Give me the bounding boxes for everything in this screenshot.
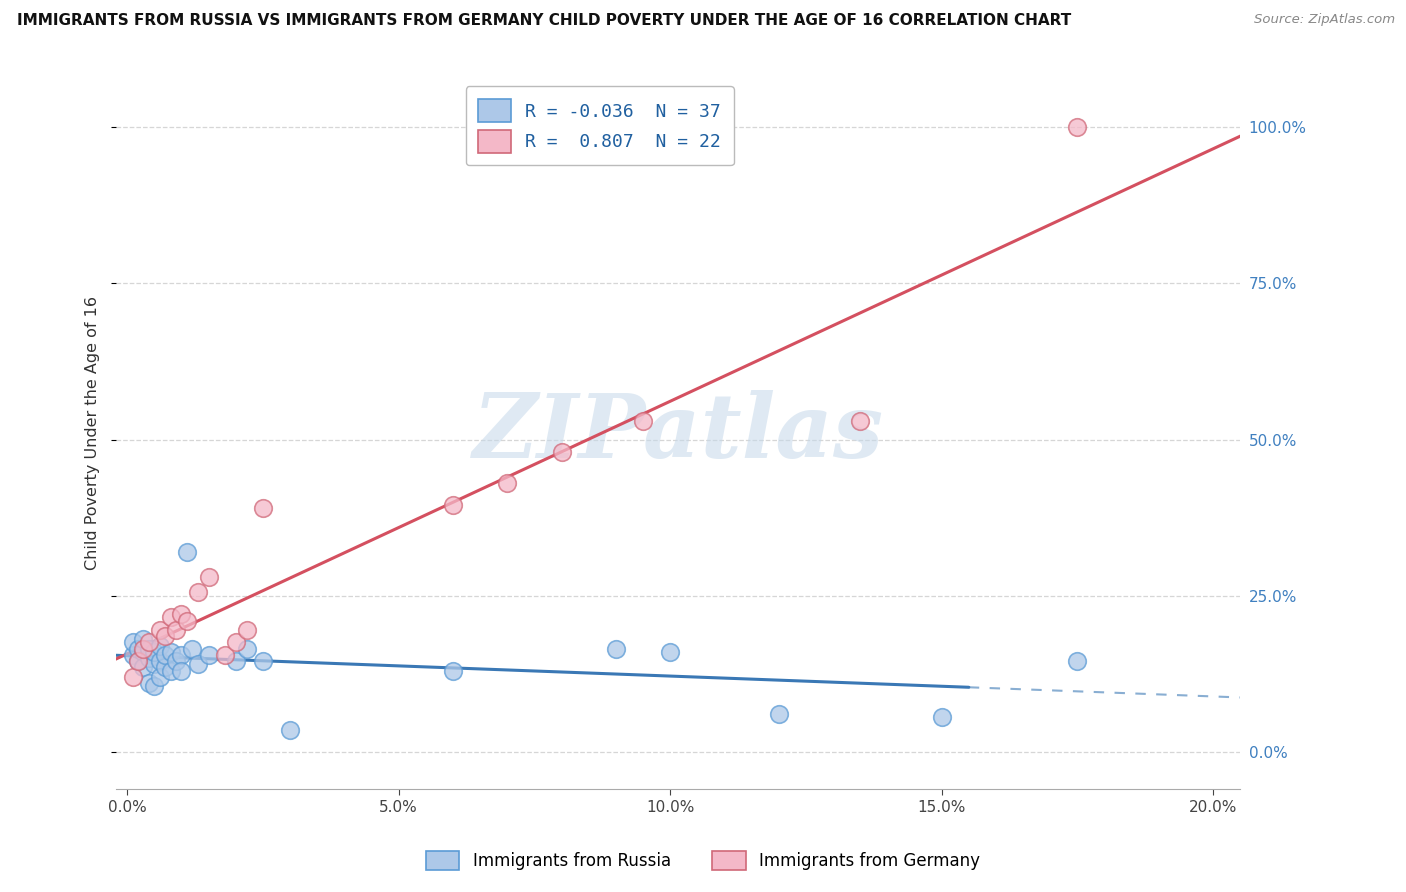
Point xyxy=(132,645,155,659)
Text: Source: ZipAtlas.com: Source: ZipAtlas.com xyxy=(1254,13,1395,27)
Point xyxy=(176,614,198,628)
Point xyxy=(138,635,160,649)
Point xyxy=(143,657,166,672)
Point xyxy=(214,648,236,662)
Point xyxy=(149,639,172,653)
Point xyxy=(197,570,219,584)
Point xyxy=(659,645,682,659)
Point xyxy=(550,445,572,459)
Point xyxy=(127,641,149,656)
Legend: R = -0.036  N = 37, R =  0.807  N = 22: R = -0.036 N = 37, R = 0.807 N = 22 xyxy=(465,87,734,165)
Point xyxy=(1066,120,1088,135)
Text: ZIPatlas: ZIPatlas xyxy=(472,390,884,476)
Point xyxy=(252,501,274,516)
Point xyxy=(441,498,464,512)
Point xyxy=(153,660,176,674)
Point xyxy=(768,707,790,722)
Y-axis label: Child Poverty Under the Age of 16: Child Poverty Under the Age of 16 xyxy=(86,296,100,570)
Point xyxy=(132,632,155,647)
Point xyxy=(441,664,464,678)
Point xyxy=(138,641,160,656)
Point xyxy=(187,657,209,672)
Point xyxy=(149,623,172,637)
Point xyxy=(149,654,172,668)
Point xyxy=(153,648,176,662)
Point xyxy=(170,664,193,678)
Point xyxy=(496,476,519,491)
Point xyxy=(225,635,247,649)
Point xyxy=(138,651,160,665)
Point xyxy=(1066,654,1088,668)
Point xyxy=(170,648,193,662)
Point xyxy=(159,645,181,659)
Point xyxy=(165,654,187,668)
Point xyxy=(176,545,198,559)
Point xyxy=(121,670,143,684)
Point xyxy=(121,648,143,662)
Point xyxy=(225,654,247,668)
Point xyxy=(143,679,166,693)
Point xyxy=(235,641,257,656)
Point xyxy=(235,623,257,637)
Point xyxy=(132,660,155,674)
Point xyxy=(278,723,301,737)
Point xyxy=(165,623,187,637)
Point xyxy=(849,414,872,428)
Point xyxy=(153,629,176,643)
Point xyxy=(631,414,654,428)
Legend: Immigrants from Russia, Immigrants from Germany: Immigrants from Russia, Immigrants from … xyxy=(419,844,987,877)
Point xyxy=(121,635,143,649)
Point xyxy=(931,710,953,724)
Point xyxy=(252,654,274,668)
Point xyxy=(132,641,155,656)
Point xyxy=(605,641,627,656)
Point xyxy=(149,670,172,684)
Point xyxy=(197,648,219,662)
Point xyxy=(143,645,166,659)
Point xyxy=(159,610,181,624)
Point xyxy=(127,654,149,668)
Point xyxy=(187,585,209,599)
Point xyxy=(138,676,160,690)
Text: IMMIGRANTS FROM RUSSIA VS IMMIGRANTS FROM GERMANY CHILD POVERTY UNDER THE AGE OF: IMMIGRANTS FROM RUSSIA VS IMMIGRANTS FRO… xyxy=(17,13,1071,29)
Point xyxy=(170,607,193,622)
Point xyxy=(127,654,149,668)
Point xyxy=(159,664,181,678)
Point xyxy=(181,641,204,656)
